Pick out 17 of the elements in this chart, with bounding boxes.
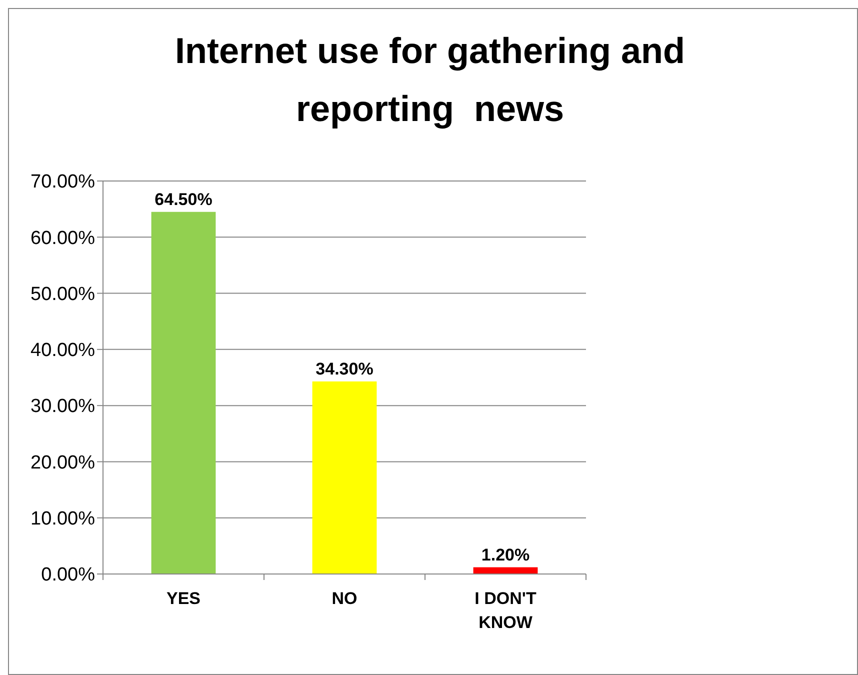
y-tick-label: 10.00% — [30, 508, 96, 530]
y-tick-label: 60.00% — [30, 228, 96, 249]
data-label: 1.20% — [481, 545, 530, 564]
bar — [151, 212, 216, 574]
bar — [312, 381, 377, 574]
data-label: 34.30% — [316, 359, 374, 378]
x-tick-label: YES — [166, 589, 201, 608]
x-tick-label: I DON'T KNOW — [474, 589, 537, 632]
y-tick-label: 50.00% — [30, 284, 96, 305]
y-tick-label: 20.00% — [30, 452, 96, 474]
data-label: 64.50% — [154, 190, 212, 209]
y-tick-label: 70.00% — [30, 172, 96, 193]
y-tick-label: 30.00% — [30, 396, 96, 418]
y-tick-label: 0.00% — [41, 564, 96, 586]
y-tick-label: 40.00% — [30, 340, 96, 362]
x-tick-label: NO — [332, 589, 358, 608]
chart-title: Internet use for gathering and reporting news — [174, 30, 686, 129]
